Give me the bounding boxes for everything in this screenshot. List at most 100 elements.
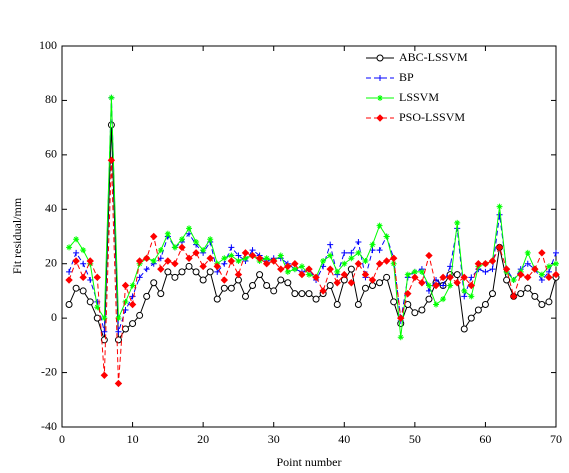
marker [510,277,517,284]
marker [255,254,264,262]
marker [93,314,101,322]
marker [234,270,243,279]
marker [235,257,242,264]
marker [143,266,150,273]
marker [306,271,312,278]
marker [489,266,496,273]
marker [129,320,137,328]
marker [355,238,362,245]
x-tick-label: 60 [479,432,491,446]
marker [136,311,144,319]
marker [150,232,158,241]
marker [354,301,362,309]
marker [227,257,236,265]
marker [354,260,363,268]
marker [87,277,94,284]
marker [376,279,384,287]
marker [80,247,87,254]
marker [333,279,341,287]
marker [122,325,130,333]
marker [411,309,419,317]
marker [171,244,178,251]
marker [517,270,525,279]
marker [411,273,419,282]
marker [305,265,313,273]
marker [228,244,235,251]
y-tick-label: 60 [45,147,57,161]
marker [200,247,207,254]
marker [488,257,497,265]
marker [347,279,356,287]
marker [389,254,398,262]
marker [454,219,461,226]
marker [460,325,468,333]
marker [467,281,476,290]
marker [199,276,207,284]
marker [355,249,362,256]
marker [488,290,496,298]
marker [411,268,418,275]
marker [327,252,334,259]
marker [206,254,214,262]
marker [178,268,186,276]
marker [136,274,143,281]
marker [185,262,193,270]
marker [545,298,553,306]
marker [496,203,503,210]
marker [263,281,271,289]
marker [418,306,426,314]
marker [376,247,383,254]
marker [256,271,264,279]
marker [284,262,292,271]
marker [150,257,157,264]
marker [538,301,546,309]
marker [114,379,123,388]
marker [348,249,355,256]
marker [241,249,250,257]
marker [369,241,376,248]
marker [171,273,179,281]
marker [538,249,546,257]
y-tick-label: 80 [45,92,57,106]
marker [171,260,179,268]
legend-marker [377,95,383,101]
marker [115,315,122,322]
marker [432,281,440,290]
marker [340,270,348,279]
marker [298,270,306,279]
marker [397,314,405,322]
marker [213,262,221,271]
marker [468,293,475,300]
marker [291,290,299,298]
marker [73,249,80,256]
marker [114,336,122,344]
marker [467,314,475,322]
marker [150,279,158,287]
marker [524,249,531,256]
marker [73,236,80,243]
marker [482,268,489,275]
marker [142,254,151,262]
marker [270,287,278,295]
marker [192,268,200,276]
y-tick-label: 20 [45,255,57,269]
marker [382,257,391,265]
marker [404,289,412,298]
marker [474,306,482,314]
legend-marker [376,54,384,62]
marker [341,249,348,256]
marker [447,282,454,289]
legend-marker [376,114,384,122]
marker [320,257,327,264]
marker [157,265,165,273]
marker [538,271,545,278]
y-tick-label: 40 [45,201,57,215]
marker [157,290,165,298]
marker [524,273,532,282]
marker [66,268,73,275]
marker [199,262,207,271]
x-tick-label: 0 [59,432,65,446]
marker [495,243,504,252]
marker [227,284,235,292]
